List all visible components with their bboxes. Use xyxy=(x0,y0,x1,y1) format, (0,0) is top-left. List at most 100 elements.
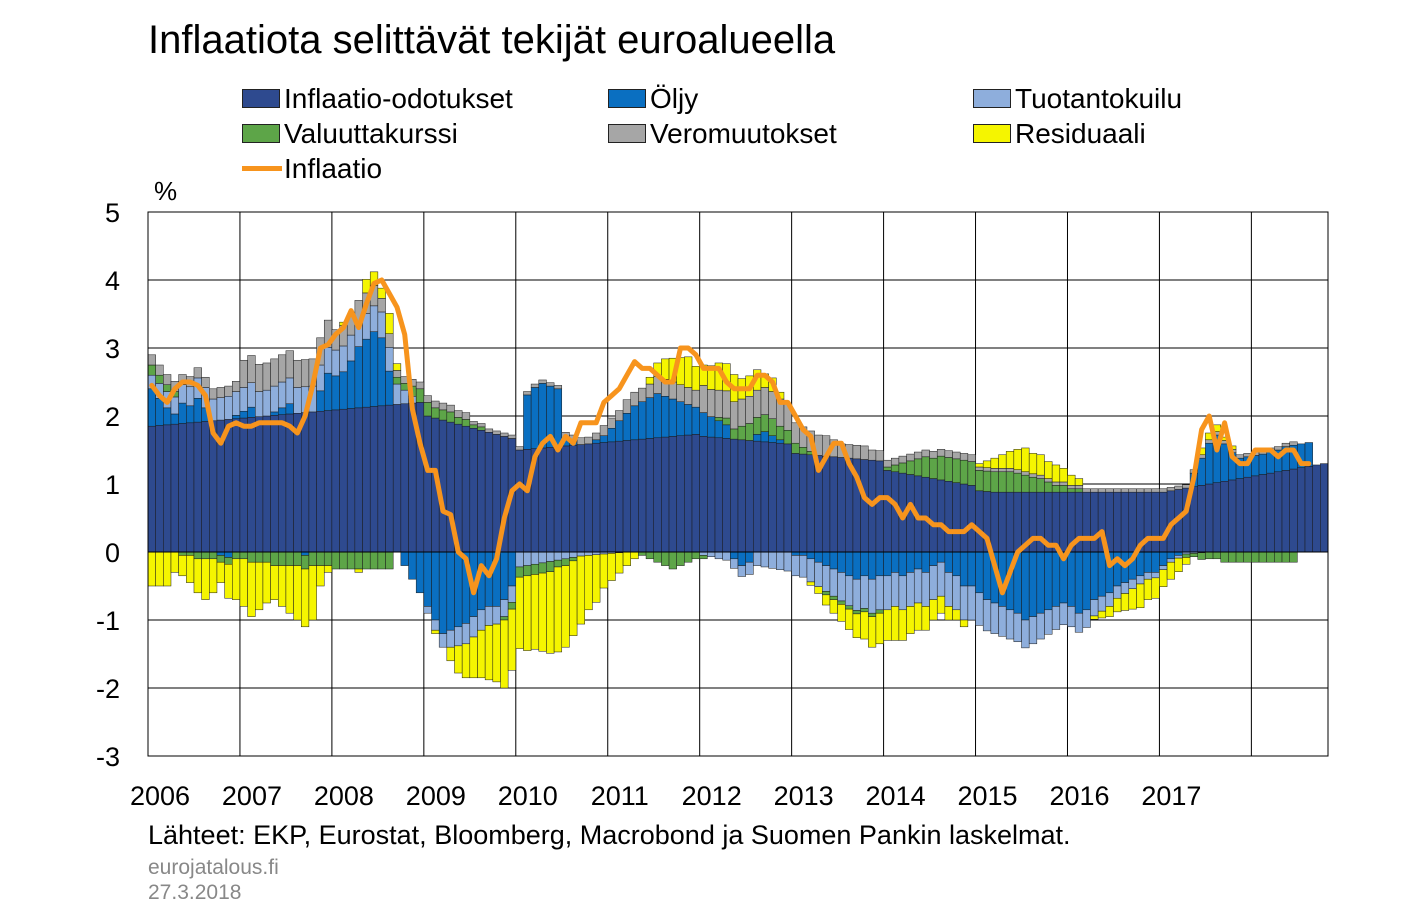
bar-segment xyxy=(1304,442,1313,467)
bar-segment xyxy=(1113,597,1122,613)
bar-segment xyxy=(362,551,371,570)
bar-segment xyxy=(431,400,440,409)
bar-segment xyxy=(461,412,471,420)
bar-segment xyxy=(477,430,486,553)
bar-segment xyxy=(921,606,930,631)
bar-segment xyxy=(653,393,662,439)
bar-segment xyxy=(446,646,455,662)
bar-segment xyxy=(530,383,540,388)
bar-segment xyxy=(239,410,248,419)
bar-segment xyxy=(975,463,984,468)
bar-segment xyxy=(1097,488,1107,493)
bar-segment xyxy=(1128,578,1137,589)
bar-segment xyxy=(990,471,999,493)
bar-segment xyxy=(936,595,946,614)
bar-segment xyxy=(285,565,294,614)
bar-segment xyxy=(147,425,156,553)
bar-segment xyxy=(936,551,946,563)
bar-segment xyxy=(959,459,969,485)
y-tick-label: -1 xyxy=(96,606,120,636)
bar-segment xyxy=(1051,485,1061,493)
bar-segment xyxy=(316,390,325,412)
legend-swatch xyxy=(242,124,280,144)
bar-segment xyxy=(339,371,348,410)
legend-swatch xyxy=(973,89,1011,109)
bar-segment xyxy=(1128,488,1137,493)
bar-segment xyxy=(645,551,654,560)
bar-segment xyxy=(1136,488,1145,493)
bar-segment xyxy=(492,606,501,625)
bar-segment xyxy=(875,609,884,614)
bar-segment xyxy=(814,586,823,594)
bar-segment xyxy=(584,551,593,556)
bar-segment xyxy=(523,391,532,396)
bar-segment xyxy=(454,626,463,647)
bar-segment xyxy=(461,425,471,553)
bar-segment xyxy=(423,415,432,553)
bar-segment xyxy=(300,359,310,388)
bar-segment xyxy=(890,572,900,607)
bar-segment xyxy=(385,551,394,570)
bar-segment xyxy=(799,555,808,578)
bar-segment xyxy=(1105,606,1114,617)
bar-segment xyxy=(1021,619,1030,649)
bar-segment xyxy=(1174,551,1183,556)
bar-segment xyxy=(193,398,202,423)
bar-segment xyxy=(576,437,586,445)
bar-segment xyxy=(852,444,861,460)
bar-segment xyxy=(186,386,195,407)
bar-segment xyxy=(936,449,946,457)
bar-segment xyxy=(477,423,486,428)
bar-segment xyxy=(255,551,264,563)
bar-segment xyxy=(1136,583,1145,609)
bar-segment xyxy=(730,428,739,440)
bar-segment xyxy=(216,387,225,398)
bar-segment xyxy=(170,413,179,425)
bar-segment xyxy=(1151,572,1160,579)
bar-segment xyxy=(461,643,471,679)
bar-segment xyxy=(837,600,846,605)
legend-label: Veromuutokset xyxy=(650,118,837,149)
bar-segment xyxy=(990,468,999,473)
bar-segment xyxy=(714,417,723,422)
bar-segment xyxy=(852,613,861,638)
bar-segment xyxy=(906,572,915,607)
bar-segment xyxy=(523,575,532,651)
bar-segment xyxy=(645,383,654,398)
bar-segment xyxy=(216,561,225,583)
bar-segment xyxy=(1028,453,1038,475)
bar-segment xyxy=(1220,551,1229,563)
bar-segment xyxy=(507,551,517,587)
bar-segment xyxy=(990,491,999,553)
bar-segment xyxy=(255,561,264,611)
bar-segment xyxy=(285,350,294,379)
bar-segment xyxy=(1143,551,1153,573)
bar-segment xyxy=(1113,585,1122,599)
bar-segment xyxy=(676,384,685,402)
bar-segment xyxy=(163,374,172,385)
x-tick-label: 2007 xyxy=(222,781,282,811)
bar-segment xyxy=(822,594,831,606)
bar-segment xyxy=(278,407,287,415)
bar-segment xyxy=(1197,457,1206,486)
bar-segment xyxy=(967,585,976,621)
bar-segment xyxy=(684,356,693,388)
bar-segment xyxy=(323,372,333,411)
bar-segment xyxy=(530,574,540,650)
bar-segment xyxy=(316,565,325,587)
bar-segment xyxy=(883,459,892,468)
bar-segment xyxy=(1120,491,1130,553)
bar-segment xyxy=(323,565,333,573)
bar-segment xyxy=(645,438,654,553)
bar-segment xyxy=(714,551,723,560)
bar-segment xyxy=(730,551,739,560)
legend-label: Tuotantokuilu xyxy=(1015,83,1183,114)
bar-segment xyxy=(1097,610,1107,619)
bar-segment xyxy=(852,578,861,611)
bar-segment xyxy=(454,410,463,418)
bar-segment xyxy=(1166,487,1176,492)
bar-segment xyxy=(967,454,976,462)
bar-segment xyxy=(837,551,846,573)
bar-segment xyxy=(1212,551,1221,560)
bar-segment xyxy=(270,415,279,553)
